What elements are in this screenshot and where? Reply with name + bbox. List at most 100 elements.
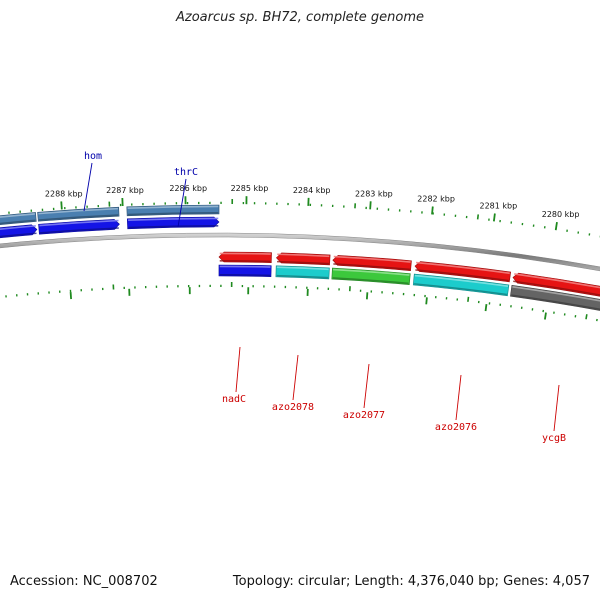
gene-highlight [512,285,600,302]
scale-major-tick [431,206,434,215]
gene-label-text: thrC [174,167,198,178]
gene-label-azo2077[interactable]: azo2077 [343,363,385,421]
gene-highlight [128,217,219,221]
scale-tick-label: 2283 kbp [355,189,393,198]
scale-tick-label: 2287 kbp [106,186,144,195]
gene-track-layer [0,204,600,316]
reverse-outer-feature[interactable] [510,284,600,316]
gene-shadow [415,269,509,282]
forward-inner-feature[interactable] [126,216,220,230]
reverse-outer-feature[interactable] [331,267,411,285]
scale-tick-label: 2280 kbp [542,210,580,219]
gene-label-ycgB[interactable]: ycgB [542,384,566,444]
forward-outer-feature[interactable] [126,204,220,217]
gene-highlight [415,261,510,275]
gene-shape [37,206,120,222]
scale-tick-layer: 2288 kbp 2287 kbp 2286 kbp 2285 kbp 2284 kbp… [5,184,600,322]
gene-highlight [219,252,271,255]
gene-label-text: nadC [222,394,246,405]
reverse-inner-feature[interactable] [332,255,412,272]
gene-label-leader [363,363,370,409]
gene-shape [38,219,120,235]
gene-label-text: ycgB [542,433,566,444]
forward-outer-feature[interactable] [0,212,37,228]
gene-label-leader [83,162,93,212]
gene-label-leader [177,178,187,228]
scale-tick-label: 2288 kbp [45,189,83,198]
scale-tick-label: 2284 kbp [293,186,331,195]
gene-shadow [127,212,219,216]
gene-label-leader [235,346,241,393]
scale-major-tick [60,201,63,210]
gene-shape [331,267,411,285]
gene-label-text: azo2076 [435,422,477,433]
scale-tick-label: 2286 kbp [169,184,207,193]
label-layer: hom thrC nadC azo2078 azo2077 azo2076 ycgB [83,151,566,444]
forward-outer-feature[interactable] [37,206,120,222]
reverse-outer-feature[interactable] [218,264,272,277]
gene-highlight [0,225,36,230]
gene-shadow [0,232,37,238]
gene-label-text: azo2077 [343,410,385,421]
gene-label-leader [292,354,299,401]
gene-highlight [39,219,119,227]
gene-shape [218,264,272,277]
gene-label-leader [553,384,560,432]
forward-inner-feature[interactable] [38,219,120,235]
gene-shape [332,255,412,272]
gene-highlight [38,207,118,215]
reverse-inner-feature[interactable] [218,251,272,263]
scale-major-tick [544,312,547,320]
gene-highlight [333,255,411,263]
gene-shadow [219,260,271,263]
gene-shadow [414,283,507,296]
gene-shadow [511,294,600,311]
gene-highlight [127,205,219,210]
accession-text: Accession: NC_008702 [10,574,158,589]
gene-shadow [276,274,329,279]
gene-highlight [276,266,329,271]
gene-highlight [414,274,509,287]
reverse-outer-feature[interactable] [412,273,510,297]
gene-label-text: hom [84,151,102,162]
gene-highlight [333,268,410,276]
scale-tick-inner [585,314,588,320]
gene-label-thrC[interactable]: thrC [174,167,198,228]
genome-backbone-arc [0,232,600,272]
reverse-inner-feature[interactable] [414,261,512,283]
reverse-inner-feature[interactable] [275,252,331,266]
gene-shadow [38,214,119,221]
genome-stats-text: Topology: circular; Length: 4,376,040 bp… [232,574,590,589]
scale-major-tick [554,222,558,231]
gene-shape [412,273,510,297]
gene-shadow [128,225,219,229]
scale-major-tick [484,303,488,312]
scale-major-tick [425,297,428,305]
gene-highlight [219,265,271,268]
scale-major-tick [369,201,372,210]
gene-shape [510,284,600,311]
gene-shadow [277,260,329,265]
scale-tick-label: 2285 kbp [231,184,269,193]
gene-label-leader [455,374,462,421]
gene-shadow [219,274,271,277]
gene-highlight [514,273,600,289]
gene-shadow [39,227,119,234]
scale-major-tick [492,213,496,222]
forward-inner-feature[interactable] [0,224,38,241]
gene-shadow [333,263,411,271]
gene-label-azo2076[interactable]: azo2076 [435,374,477,433]
gene-label-hom[interactable]: hom [83,151,102,212]
reverse-inner-feature[interactable] [512,272,600,303]
scale-tick-inner [467,296,470,302]
genome-backbone [0,232,600,272]
gene-label-azo2078[interactable]: azo2078 [272,354,314,413]
gene-shape [218,251,272,263]
gene-shadow [0,219,36,225]
reverse-outer-feature[interactable] [275,265,330,280]
gene-label-nadC[interactable]: nadC [222,346,246,405]
gene-label-text: azo2078 [272,402,314,413]
scale-tick-label: 2281 kbp [480,201,518,210]
